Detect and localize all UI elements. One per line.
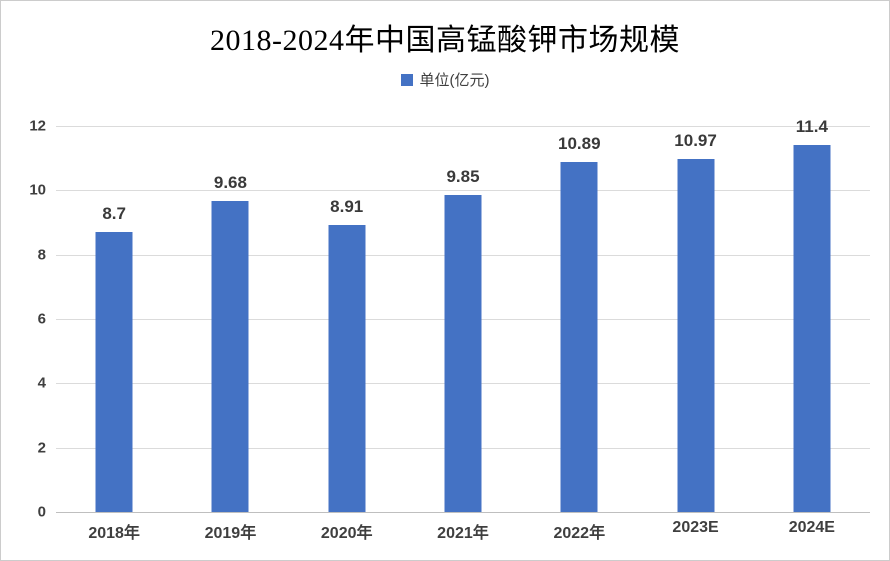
bar (444, 195, 482, 512)
bar (793, 145, 831, 512)
gridline (56, 126, 870, 127)
bar-column: 9.85 (405, 126, 521, 512)
x-tick-label: 2020年 (320, 525, 373, 542)
bar-value-label: 9.85 (446, 167, 480, 187)
y-tick-label: 0 (37, 503, 46, 521)
x-tick-label: 2022年 (553, 525, 606, 542)
bar-column: 8.91 (289, 126, 405, 512)
bar-column: 9.68 (172, 126, 288, 512)
legend: 单位(亿元) (1, 69, 889, 90)
y-tick-label: 4 (37, 374, 46, 392)
x-tick-label: 2023E (672, 519, 719, 536)
x-axis-line (56, 512, 870, 513)
bar-value-label: 8.91 (330, 197, 364, 217)
legend-swatch (400, 73, 413, 86)
x-tick-label: 2021年 (437, 525, 489, 542)
bar-column: 10.89 (521, 126, 637, 512)
bar-value-label: 8.7 (102, 204, 126, 224)
y-tick-label: 2 (37, 439, 46, 457)
chart-title: 2018-2024年中国高锰酸钾市场规模 (210, 24, 680, 57)
y-tick-label: 8 (37, 246, 46, 264)
bar (677, 159, 715, 512)
bar-value-label: 10.89 (558, 133, 601, 153)
bar-column: 8.7 (56, 126, 172, 512)
bar-value-label: 10.97 (674, 131, 717, 151)
bar-value-label: 11.4 (795, 117, 828, 137)
gridline (56, 190, 870, 192)
legend-label: 单位(亿元) (419, 72, 490, 89)
bar-column: 10.97 (637, 126, 753, 512)
bar-column: 11.4 (754, 118, 870, 512)
bar (328, 225, 366, 512)
bar (560, 161, 598, 512)
bar-value-label: 9.68 (213, 172, 247, 192)
bar (95, 232, 133, 512)
plot-area: 0 2 4 6 8 10 12 8.7 9.68 8.91 9.85 10.89 10.97 11.4 (29, 118, 870, 520)
x-axis-labels: 2018年 2019年 2020年 2021年 2022年 2023E 2024E (56, 519, 870, 543)
y-tick-label: 10 (29, 181, 46, 199)
x-tick-label: 2018年 (88, 525, 140, 542)
bar (211, 200, 249, 512)
y-tick-label: 6 (37, 310, 46, 328)
x-tick-label: 2024E (788, 519, 835, 536)
x-tick-label: 2019年 (204, 525, 257, 542)
y-tick-label: 12 (29, 117, 46, 135)
